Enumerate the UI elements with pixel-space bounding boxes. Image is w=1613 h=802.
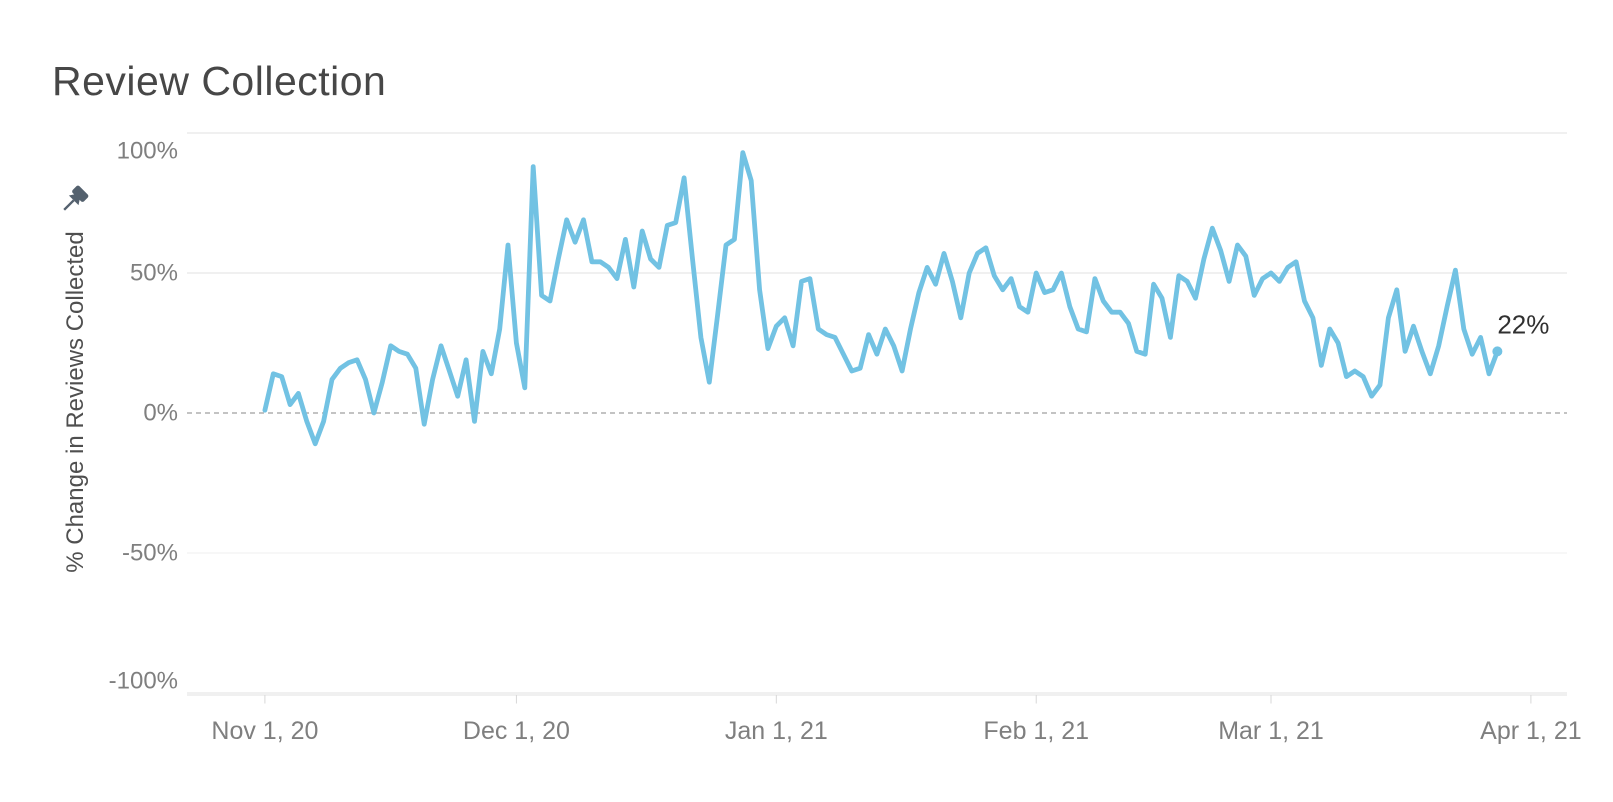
chart-title: Review Collection bbox=[52, 58, 387, 104]
x-axis-tick-label: Nov 1, 20 bbox=[211, 717, 318, 745]
y-axis-tick-label: -50% bbox=[122, 540, 178, 567]
x-axis-tick-label: Mar 1, 21 bbox=[1218, 717, 1324, 745]
end-value-annotation: 22% bbox=[1497, 309, 1549, 339]
pushpin-flange bbox=[68, 194, 80, 206]
x-axis-tick-label: Feb 1, 21 bbox=[983, 717, 1089, 745]
y-axis-tick-label: 50% bbox=[130, 260, 178, 287]
y-axis-tick-label: 100% bbox=[117, 138, 178, 165]
x-axis-tick-label: Jan 1, 21 bbox=[725, 717, 828, 745]
pushpin-head bbox=[72, 185, 89, 202]
review-line-series[interactable] bbox=[262, 150, 1500, 447]
y-axis-tick-label: -100% bbox=[109, 668, 178, 695]
x-axis-tick-label: Apr 1, 21 bbox=[1480, 717, 1581, 745]
pushpin-needle bbox=[63, 199, 75, 211]
x-axis-tick-label: Dec 1, 20 bbox=[463, 717, 570, 745]
series-end-dot[interactable] bbox=[1492, 346, 1503, 357]
y-axis-tick-label: 0% bbox=[143, 400, 178, 427]
pushpin-icon[interactable] bbox=[56, 184, 90, 218]
